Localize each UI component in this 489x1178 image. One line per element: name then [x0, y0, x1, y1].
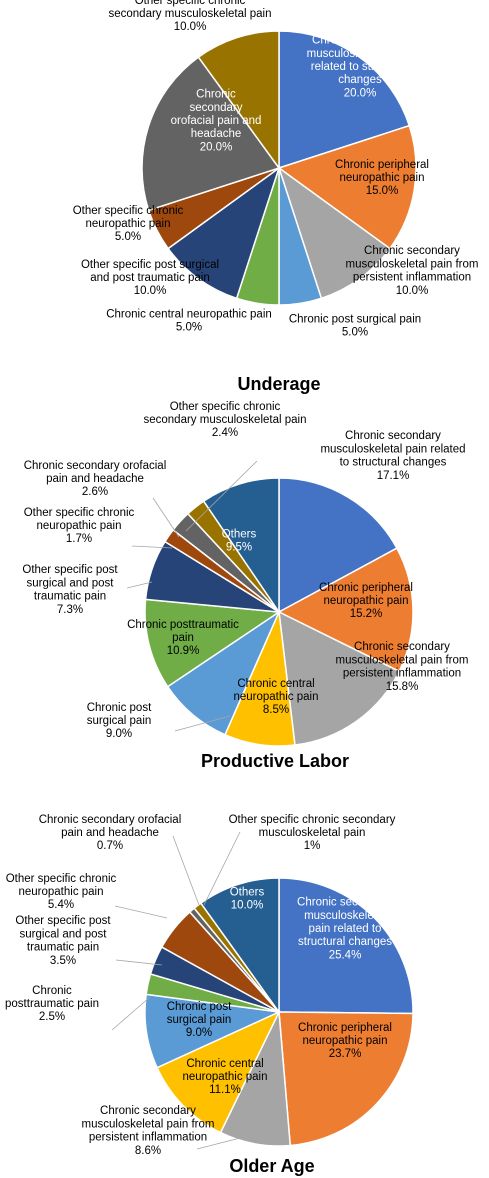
- slice-label: Chronic peripheral neuropathic pain 15.2%: [319, 582, 413, 620]
- slice-label: Other specific post surgical and post tra…: [81, 259, 219, 297]
- slice-label: Chronic secondary musculoskeletal pain fr…: [346, 245, 479, 297]
- chart-title: Underage: [237, 374, 320, 394]
- slice-label: Other specific post surgical and post trau…: [15, 915, 111, 967]
- slice-label: Chronic secondary musculoskeletal pain re…: [320, 430, 465, 482]
- leader-line: [172, 835, 200, 906]
- pie-slice-chronic-peripheral-neuropathic-pain: [277, 547, 414, 673]
- leader-line: [114, 905, 168, 919]
- chart-title: Older Age: [229, 1156, 314, 1176]
- slice-label: Other specific chronic neuropathic pain 5.…: [73, 205, 184, 243]
- slice-label: Chronic peripheral neuropathic pain 15.0%: [335, 159, 429, 197]
- pie-chart-older-age: Chronic secondary musculoskeletal pain rel…: [5, 814, 414, 1176]
- slice-label: Chronic central neuropathic pain 5.0%: [106, 308, 272, 333]
- pie-chart-productive-labor: Chronic secondary musculoskeletal pain re…: [22, 401, 468, 771]
- pie-chart-underage: Chronic secondary musculoskeletal pain rel…: [73, 0, 479, 394]
- slice-label: Chronic posttraumatic pain 2.5%: [5, 985, 99, 1023]
- leader-line: [152, 497, 180, 538]
- slice-label: Chronic secondary orofacial pain and head…: [39, 814, 182, 852]
- chart-title: Productive Labor: [201, 751, 349, 771]
- leader-line: [111, 996, 151, 1031]
- slice-label: Others 10.0%: [230, 886, 265, 911]
- slice-label: Chronic post surgical pain 5.0%: [289, 313, 421, 338]
- pie-slice-chronic-secondary-musculoskeletal-pain-from-persistent-inflammation: [278, 610, 401, 746]
- leader-line: [115, 959, 163, 966]
- slice-label: Chronic secondary musculoskeletal pain rel…: [307, 35, 414, 100]
- slice-label: Chronic post surgical pain 9.0%: [87, 702, 152, 740]
- pie-slice-chronic-secondary-musculoskeletal-pain-related-to-structural-changes: [278, 477, 398, 614]
- pie-slice-others: [202, 477, 280, 615]
- leader-line: [131, 545, 173, 549]
- slice-label: Chronic secondary orofacial pain and headac…: [171, 89, 262, 154]
- pie-slice-chronic-posttraumatic-pain: [144, 598, 282, 688]
- slice-label: Other specific chronic neuropathic pain 1.…: [24, 507, 135, 545]
- leader-line: [185, 460, 258, 532]
- slice-label: Other specific chronic secondary musculos…: [108, 0, 271, 33]
- slice-label: Chronic central neuropathic pain 8.5%: [233, 678, 318, 716]
- slice-label: Other specific chronic secondary musculos…: [143, 401, 306, 439]
- slice-label: Chronic secondary musculoskeletal pain fr…: [336, 641, 469, 693]
- pie-slice-other-specific-chronic-secondary-musculoskeletal-pain: [197, 30, 280, 171]
- pie-slice-others: [199, 877, 280, 1015]
- slice-label: Other specific chronic neuropathic pain 5.…: [6, 873, 117, 911]
- pie-slice-chronic-peripheral-neuropathic-pain: [278, 1011, 414, 1147]
- pie-slice-chronic-central-neuropathic-pain: [156, 1010, 281, 1134]
- slice-label: Chronic post surgical pain 9.0%: [167, 1001, 232, 1039]
- pie-slice-chronic-secondary-musculoskeletal-pain-related-to-structural-changes: [278, 30, 411, 170]
- slice-label: Chronic posttraumatic pain 10.9%: [127, 619, 239, 657]
- slice-label: Other specific chronic secondary musculos…: [229, 814, 396, 852]
- slice-label: Chronic secondary musculoskeletal pain fr…: [82, 1105, 215, 1157]
- pie-slice-chronic-secondary-orofacial-pain-and-headache: [141, 56, 281, 212]
- slice-label: Chronic central neuropathic pain 11.1%: [182, 1058, 267, 1096]
- pie-slice-chronic-secondary-musculoskeletal-pain-related-to-structural-changes: [278, 877, 414, 1015]
- pie-slice-chronic-peripheral-neuropathic-pain: [277, 124, 417, 250]
- pie-slice-other-specific-post-surgical-and-post-traumatic-pain: [167, 166, 281, 300]
- leader-line: [196, 1137, 241, 1150]
- leader-line: [174, 715, 231, 732]
- leader-line: [203, 831, 241, 906]
- leader-line: [126, 581, 153, 589]
- slice-label: Other specific post surgical and post trau…: [22, 564, 118, 616]
- slice-label: Chronic secondary orofacial pain and head…: [24, 460, 167, 498]
- slice-label: Others 9.5%: [222, 528, 257, 553]
- slice-label: Chronic secondary musculoskeletal pain rel…: [297, 897, 393, 962]
- slice-label: Chronic peripheral neuropathic pain 23.7%: [298, 1022, 392, 1060]
- pie-slice-chronic-secondary-musculoskeletal-pain-from-persistent-inflammation: [277, 166, 391, 300]
